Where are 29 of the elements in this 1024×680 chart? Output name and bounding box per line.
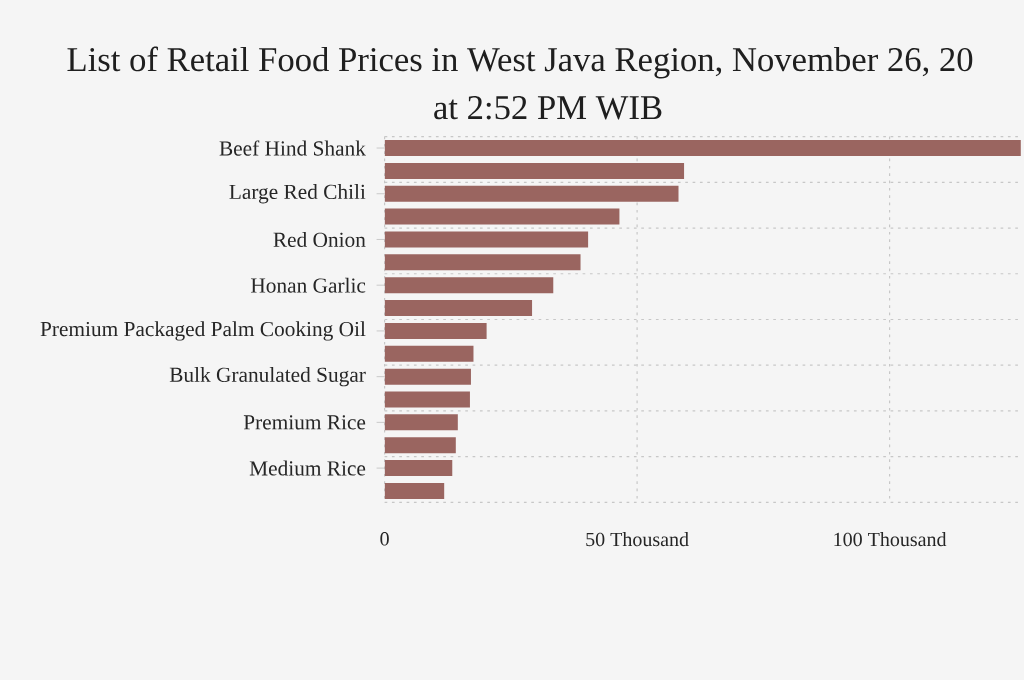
chart-title: List of Retail Food Prices in West Java Region, November 26, 20 [67,46,973,79]
y-tick-label: Beef Hind Shank [219,140,366,156]
bar [384,391,470,408]
x-tick-label: 100 Thousand [834,532,947,547]
y-tick-label: Honan Garlic [250,277,366,293]
bar [384,322,487,339]
y-tick-label: Red Onion [273,231,366,247]
bar [384,437,456,454]
x-tick-label: 50 Thousand [586,532,689,547]
bar [384,185,679,202]
y-tick-label: Bulk Granulated Sugar [169,366,366,387]
bar [384,140,1021,157]
bar [384,277,554,294]
y-tick-label: Large Red Chili [229,184,366,204]
bar [384,254,581,271]
bar [384,368,471,385]
y-tick-label: Medium Rice [249,460,366,476]
chart-subtitle: at 2:52 PM WIB [434,96,662,120]
bar [384,162,685,179]
y-tick-label: Premium Rice [243,415,366,430]
bar [384,345,474,362]
y-tick-label: Premium Packaged Palm Cooking Oil [40,321,366,341]
bar [384,300,533,317]
bar [384,231,589,248]
bar [384,208,620,225]
x-tick-label: 0 [380,532,389,546]
bar [384,460,453,477]
bar [384,414,458,431]
bar [384,482,445,499]
